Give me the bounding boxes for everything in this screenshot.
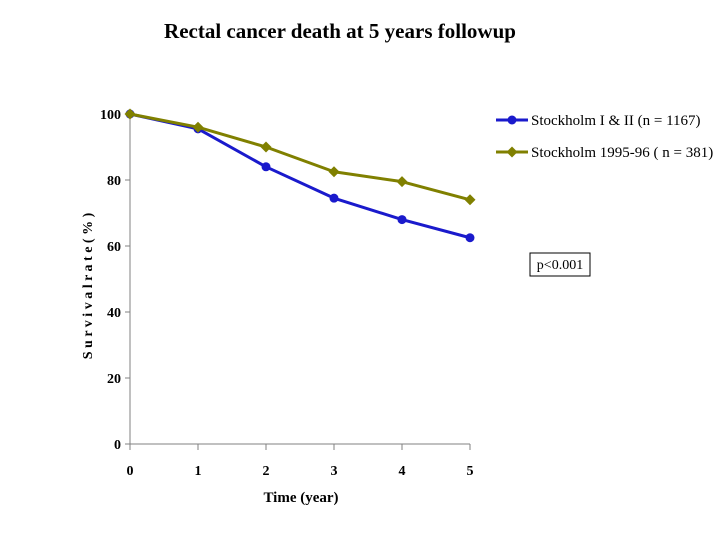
legend-item: Stockholm 1995-96 ( n = 381) [496,145,713,161]
p-value-annotation: p<0.001 [529,252,591,277]
series-1 [125,109,475,243]
legend-label: Stockholm 1995-96 ( n = 381) [531,145,713,161]
legend-label: Stockholm I & II (n = 1167) [531,113,701,129]
x-tick-label: 5 [467,464,474,479]
data-point [260,141,272,153]
y-tick-label: 20 [107,372,121,387]
series-line [129,112,471,202]
plot-axes [129,114,470,445]
x-tick-label: 3 [331,464,338,479]
data-point [464,194,476,206]
data-point [396,176,408,188]
legend-swatch-marker [506,146,518,158]
legend-swatch-marker [507,115,517,125]
chart-title: Rectal cancer death at 5 years followup [164,19,516,43]
p-value-box [529,252,591,277]
x-axis-label: Time (year) [263,490,338,506]
data-point [397,215,407,225]
data-point [465,233,475,243]
data-point [261,162,271,172]
data-point [124,108,136,120]
series-line [129,112,471,240]
data-point [329,193,339,203]
y-tick-label: 0 [114,438,121,453]
y-tick-label: 60 [107,240,121,255]
legend-item: Stockholm I & II (n = 1167) [496,113,701,129]
series-layer [124,108,476,243]
data-point [328,166,340,178]
x-tick-label: 1 [195,464,202,479]
y-tick-label: 40 [107,306,121,321]
y-axis-ticks: 0 20 40 60 80 100 [100,108,130,453]
x-axis-ticks: 0 1 2 3 4 5 [127,444,474,479]
y-axis-label: S u r v i v a l r a t e ( % ) [81,212,96,359]
data-point [192,121,204,133]
y-tick-label: 80 [107,174,121,189]
chart-legend: Stockholm I & II (n = 1167) Stockholm 199… [496,113,713,161]
x-tick-label: 2 [263,464,270,479]
x-tick-label: 4 [399,464,406,479]
x-tick-label: 0 [127,464,134,479]
p-value-text: p<0.001 [537,258,583,273]
y-tick-label: 100 [100,108,121,123]
series-2 [124,108,476,206]
